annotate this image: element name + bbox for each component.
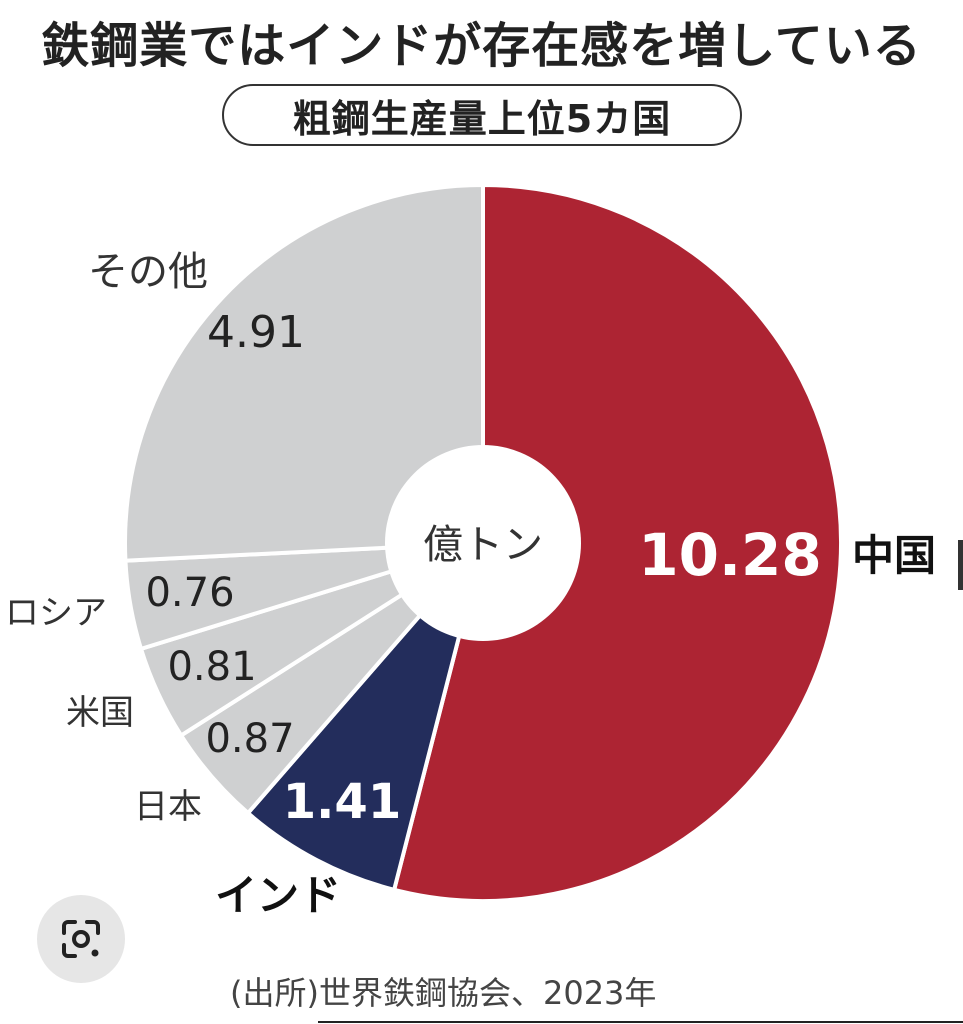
slice-value-label: 0.76 xyxy=(145,570,234,616)
slice-name-label: インド xyxy=(215,871,341,920)
edge-marker xyxy=(958,540,963,590)
slice-value-label: 0.87 xyxy=(205,716,294,762)
slice-name-label: ロシア xyxy=(5,593,107,633)
chart-title: 鉄鋼業ではインドが存在感を増している xyxy=(41,18,922,74)
pie-slice-6 xyxy=(123,183,485,563)
image-search-button[interactable] xyxy=(37,895,125,983)
slice-value-label: 1.41 xyxy=(283,774,401,830)
bottom-rule xyxy=(318,1021,963,1023)
slice-name-label: その他 xyxy=(88,249,208,295)
slice-name-label: 米国 xyxy=(66,693,134,733)
source-note: (出所)世界鉄鋼協会、2023年 xyxy=(230,974,657,1012)
slice-name-label: 中国 xyxy=(852,531,936,580)
unit-label: 億トン xyxy=(423,522,543,568)
slice-value-label: 0.81 xyxy=(167,644,256,690)
slice-name-label: 日本 xyxy=(134,787,202,827)
slice-value-label: 4.91 xyxy=(207,307,305,358)
slice-value-label: 10.28 xyxy=(638,521,821,589)
lens-icon xyxy=(62,920,100,958)
donut-hole xyxy=(385,445,581,641)
pie-slice-2 xyxy=(245,541,485,892)
pie-slice-1 xyxy=(392,183,843,903)
chart-subtitle: 粗鋼生産量上位5カ国 xyxy=(222,84,742,146)
